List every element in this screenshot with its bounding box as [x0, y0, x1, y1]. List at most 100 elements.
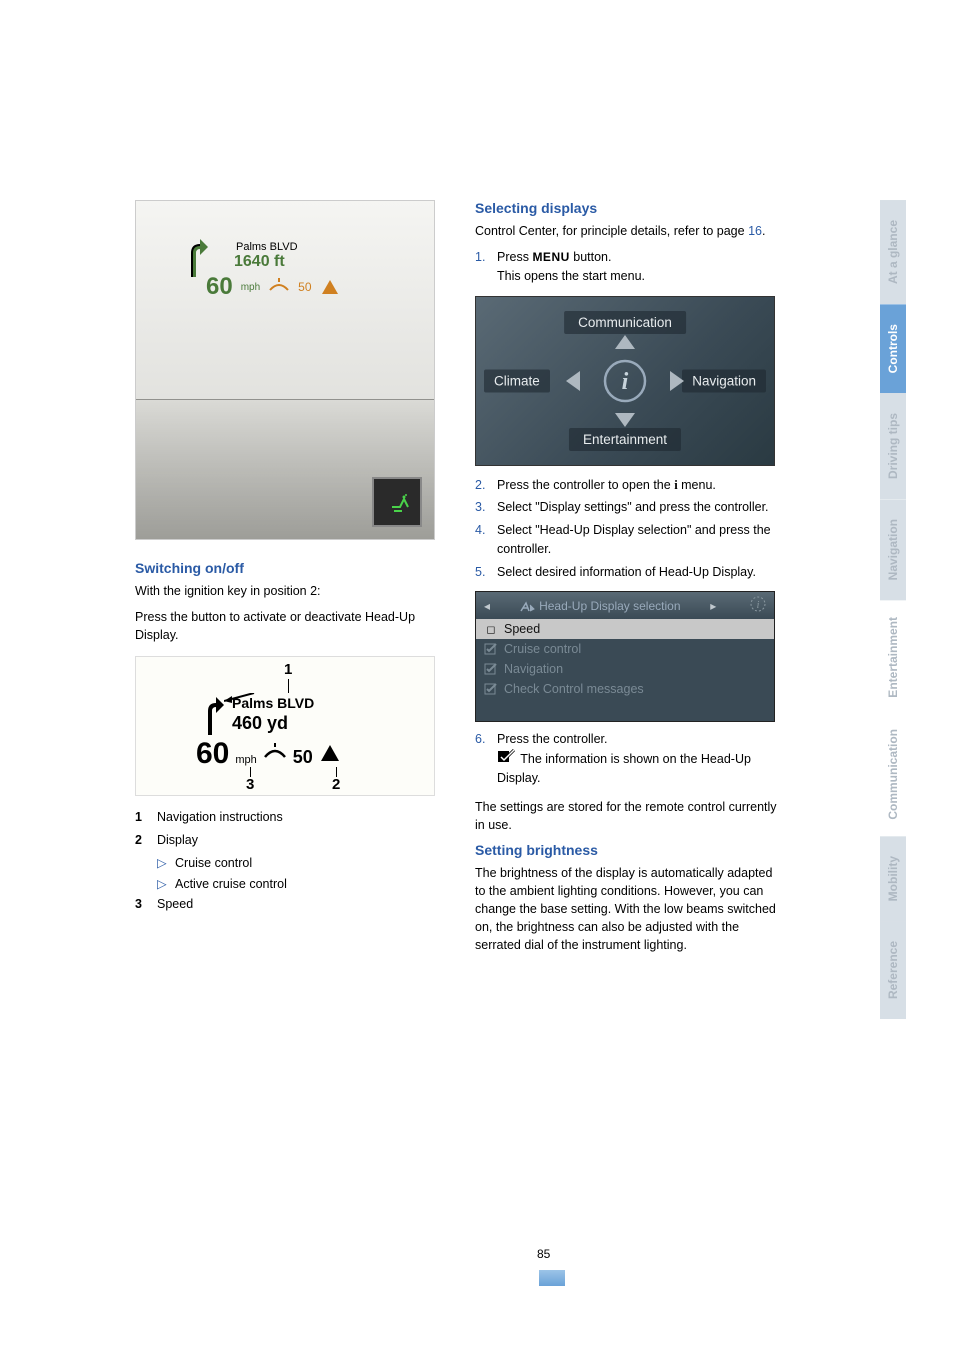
legend-2b: Active cruise control [175, 875, 287, 894]
steps-list-3: 6. Press the controller. The information… [475, 730, 785, 787]
turn-arrow-icon [186, 235, 210, 283]
menu-climate: Climate [484, 369, 550, 392]
diagram-speed: 60 [196, 737, 229, 771]
tab-mobility[interactable]: Mobility [880, 836, 906, 921]
arrow-down-icon [615, 413, 635, 427]
tab-controls[interactable]: Controls [880, 304, 906, 393]
tab-driving-tips[interactable]: Driving tips [880, 393, 906, 499]
arrow-right-icon [670, 371, 684, 391]
idrive-start-menu: Communication Entertainment Climate Navi… [475, 296, 775, 466]
step-num: 2. [475, 476, 497, 495]
legend-2a: Cruise control [175, 854, 252, 873]
menu-communication: Communication [564, 311, 686, 334]
step-num: 4. [475, 521, 497, 559]
heading-selecting: Selecting displays [475, 200, 785, 216]
bullet-icon: ▷ [157, 854, 175, 873]
diagram-distance: 460 yd [232, 713, 288, 734]
row-label: Check Control messages [504, 682, 644, 696]
nav-right-icon: ▸ [710, 599, 716, 613]
steps-list-1: 1. Press MENU button. This opens the sta… [475, 248, 785, 286]
text-press-button: Press the button to activate or deactiva… [135, 608, 445, 644]
text-ignition: With the ignition key in position 2: [135, 582, 445, 600]
hud-button-icon [388, 491, 412, 521]
row-label: Navigation [504, 662, 563, 676]
hud-cruise-speed: 50 [298, 280, 311, 294]
text-control-center: Control Center, for principle details, r… [475, 222, 785, 240]
menu-row-check-control[interactable]: Check Control messages [476, 679, 774, 699]
menu-navigation: Navigation [682, 369, 766, 392]
info-circle-icon: i [750, 596, 766, 615]
idrive-center-icon: i [595, 351, 655, 411]
cruise-icon [263, 743, 287, 763]
tab-navigation[interactable]: Navigation [880, 499, 906, 600]
page-number: 85 [537, 1247, 550, 1261]
step-1: Press MENU button. This opens the start … [497, 248, 785, 286]
row-label: Cruise control [504, 642, 581, 656]
text-settings-stored: The settings are stored for the remote c… [475, 798, 785, 834]
tab-entertainment[interactable]: Entertainment [880, 601, 906, 714]
checkbox-checked-icon [484, 642, 498, 656]
legend-3: Speed [157, 895, 445, 914]
tab-communication[interactable]: Communication [880, 713, 906, 836]
step-2: Press the controller to open the i menu. [497, 476, 785, 495]
warning-triangle-icon [319, 743, 341, 763]
menu-button-label: MENU [532, 250, 569, 264]
menu-row-speed[interactable]: ◻ Speed [476, 619, 774, 639]
page-marker-bar [539, 1270, 565, 1286]
hud-menu-header: ◂ Head-Up Display selection ▸ i [476, 592, 774, 619]
step-4: Select "Head-Up Display selection" and p… [497, 521, 785, 559]
step-num: 1. [475, 248, 497, 286]
steps-list-2: 2. Press the controller to open the i me… [475, 476, 785, 582]
callout-2-label: 2 [332, 776, 340, 793]
heading-switching: Switching on/off [135, 560, 445, 576]
legend-num-3: 3 [135, 895, 157, 914]
svg-text:i: i [757, 600, 760, 611]
hud-speed-unit: mph [241, 282, 260, 293]
svg-text:i: i [622, 369, 629, 395]
hud-callout-diagram: 1 Palms BLVD 460 yd 60 mph 50 [135, 656, 435, 796]
menu-row-navigation[interactable]: Navigation [476, 659, 774, 679]
checkbox-checked-icon [484, 662, 498, 676]
page-ref-link[interactable]: 16 [748, 224, 762, 238]
step-6: Press the controller. The information is… [497, 730, 785, 787]
checkbox-unchecked-icon: ◻ [484, 622, 498, 636]
diagram-cruise: 50 [293, 747, 313, 768]
warning-triangle-icon [320, 278, 340, 296]
step-5: Select desired information of Head-Up Di… [497, 563, 785, 582]
diagram-legend: 1Navigation instructions 2Display ▷Cruis… [135, 808, 445, 914]
step-3: Select "Display settings" and press the … [497, 498, 785, 517]
menu-row-cruise[interactable]: Cruise control [476, 639, 774, 659]
check-flag-icon [497, 749, 517, 769]
right-column: Selecting displays Control Center, for p… [475, 200, 785, 963]
hud-button-closeup [372, 477, 422, 527]
step-num: 3. [475, 498, 497, 517]
cruise-icon [268, 278, 290, 296]
callout-3-label: 3 [246, 776, 254, 793]
bullet-icon: ▷ [157, 875, 175, 894]
callout-1-label: 1 [284, 661, 292, 678]
tab-at-a-glance[interactable]: At a glance [880, 200, 906, 304]
hud-road-name: Palms BLVD [236, 241, 340, 253]
menu-entertainment: Entertainment [569, 428, 681, 451]
nav-left-icon: ◂ [484, 599, 490, 613]
legend-2: Display [157, 831, 445, 850]
side-nav-tabs: At a glance Controls Driving tips Naviga… [880, 200, 906, 1019]
legend-num-2: 2 [135, 831, 157, 850]
step-num: 5. [475, 563, 497, 582]
hud-menu-title: Head-Up Display selection [539, 599, 680, 613]
tab-reference[interactable]: Reference [880, 921, 906, 1019]
legend-num-1: 1 [135, 808, 157, 827]
hud-distance: 1640 ft [234, 253, 340, 271]
heading-brightness: Setting brightness [475, 842, 785, 858]
row-label: Speed [504, 622, 540, 636]
legend-1: Navigation instructions [157, 808, 445, 827]
step-num: 6. [475, 730, 497, 787]
hud-selection-menu: ◂ Head-Up Display selection ▸ i ◻ Speed [475, 591, 775, 722]
arrow-left-icon [566, 371, 580, 391]
text-brightness: The brightness of the display is automat… [475, 864, 785, 955]
turn-arrow-icon [202, 693, 226, 741]
diagram-road: Palms BLVD [232, 695, 314, 711]
checkbox-checked-icon [484, 682, 498, 696]
arrow-up-icon [615, 335, 635, 349]
left-column: Palms BLVD 1640 ft 60 mph 50 [135, 200, 445, 963]
